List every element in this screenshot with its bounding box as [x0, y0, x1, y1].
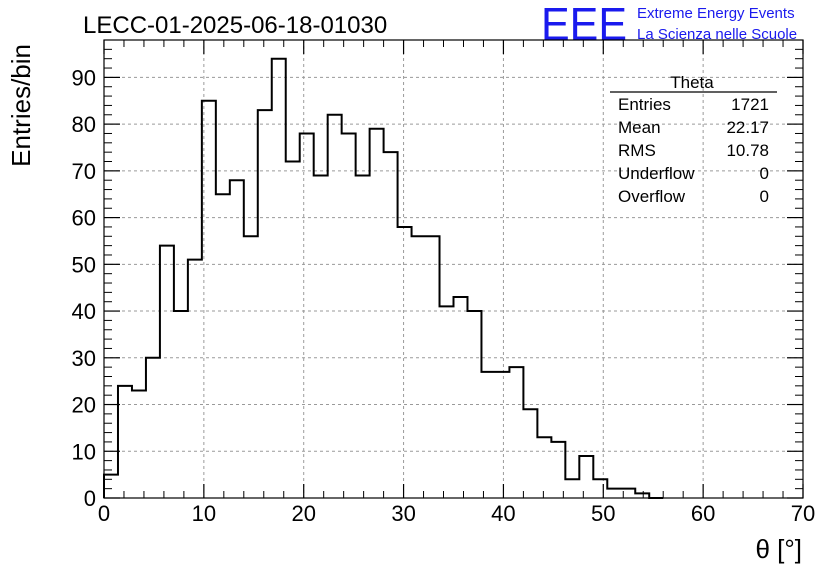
y-tick-label: 50 [72, 252, 96, 277]
y-tick-labels: 0 10 20 30 40 50 60 70 80 90 [72, 65, 96, 511]
x-axis-label: θ [°] [755, 534, 802, 564]
stats-rows: Entries 1721 Mean 22.17 RMS 10.78 Underflow 0 Ov… [618, 95, 769, 206]
histogram-line [103, 57, 664, 499]
run-title: LECC-01-2025-06-18-01030 [83, 12, 387, 39]
x-tick-label: 20 [291, 501, 315, 526]
y-tick-label: 70 [72, 159, 96, 184]
x-tick-label: 50 [591, 501, 615, 526]
x-tick-label: 40 [491, 501, 515, 526]
logo-line-2: La Scienza nelle Scuole [637, 26, 797, 43]
logo-line-1: Extreme Energy Events [637, 5, 795, 22]
y-tick-label: 20 [72, 393, 96, 418]
stats-label: Overflow [618, 187, 686, 206]
y-tick-label: 80 [72, 112, 96, 137]
stats-value: 0 [760, 164, 769, 183]
stats-label: RMS [618, 141, 656, 160]
x-tick-label: 0 [98, 501, 110, 526]
x-tick-label: 30 [391, 501, 415, 526]
y-tick-label: 60 [72, 206, 96, 231]
y-tick-label: 0 [84, 486, 96, 511]
x-tick-label: 70 [791, 501, 815, 526]
stats-value: 0 [760, 187, 769, 206]
stats-label: Entries [618, 95, 671, 114]
y-tick-label: 90 [72, 65, 96, 90]
axis-ticks [103, 39, 804, 499]
stats-value: 1721 [731, 95, 769, 114]
y-tick-label: 10 [72, 439, 96, 464]
x-tick-labels: 0 10 20 30 40 50 60 70 [98, 501, 815, 526]
stats-label: Mean [618, 118, 661, 137]
x-tick-label: 60 [691, 501, 715, 526]
grid-lines [104, 40, 803, 498]
stats-value: 22.17 [726, 118, 769, 137]
plot-frame [103, 39, 804, 499]
stats-box: Theta Entries 1721 Mean 22.17 RMS 10.78 Underf… [610, 73, 777, 206]
x-tick-label: 10 [192, 501, 216, 526]
y-tick-label: 30 [72, 346, 96, 371]
stats-title: Theta [670, 73, 714, 92]
stats-label: Underflow [618, 164, 695, 183]
stats-value: 10.78 [726, 141, 769, 160]
y-axis-label: Entries/bin [6, 44, 36, 167]
eee-logo: EEE Extreme Energy Events La Scienza nel… [541, 0, 797, 50]
y-tick-label: 40 [72, 299, 96, 324]
logo-text: EEE [541, 0, 627, 50]
